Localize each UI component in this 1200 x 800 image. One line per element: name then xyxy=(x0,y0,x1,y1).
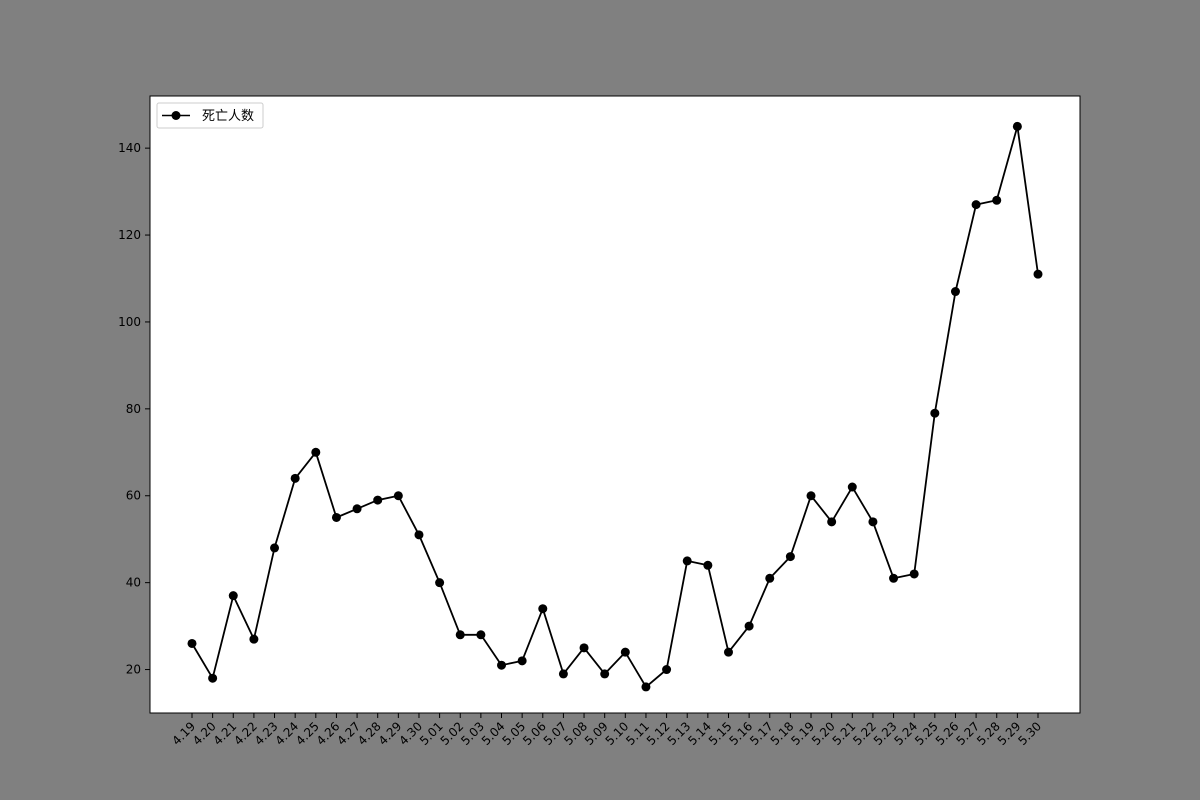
data-point xyxy=(538,604,548,614)
data-point xyxy=(703,560,713,570)
data-point xyxy=(393,491,403,501)
data-point xyxy=(373,495,383,505)
data-point xyxy=(930,408,940,418)
data-point xyxy=(1012,121,1022,131)
data-point xyxy=(517,656,527,666)
data-point xyxy=(208,673,218,683)
y-tick-label: 20 xyxy=(126,663,141,677)
data-point xyxy=(600,669,610,679)
data-point xyxy=(971,200,981,210)
data-point xyxy=(311,447,321,457)
data-point xyxy=(744,621,754,631)
legend-box xyxy=(156,102,264,129)
data-point xyxy=(682,556,692,566)
data-point xyxy=(228,591,238,601)
data-point xyxy=(352,504,362,514)
y-tick-label: 120 xyxy=(118,228,141,242)
data-point xyxy=(270,543,280,553)
data-point xyxy=(723,647,733,657)
data-point xyxy=(662,665,672,675)
data-point xyxy=(455,630,465,640)
plot-area xyxy=(149,95,1081,714)
data-point xyxy=(785,552,795,562)
legend: 死亡人数 xyxy=(156,102,264,129)
y-tick-label: 140 xyxy=(118,141,141,155)
y-tick-label: 80 xyxy=(126,402,141,416)
y-tick-label: 40 xyxy=(126,576,141,590)
data-point xyxy=(476,630,486,640)
data-point xyxy=(641,682,651,692)
y-tick-label: 60 xyxy=(126,489,141,503)
legend-marker-swatch xyxy=(171,111,181,120)
data-point xyxy=(1033,269,1043,279)
y-axis: 20 40 60 80 100 120 140 xyxy=(118,141,150,677)
data-point xyxy=(909,569,919,579)
data-point xyxy=(950,287,960,297)
data-point xyxy=(187,638,197,648)
data-point xyxy=(558,669,568,679)
y-tick-label: 100 xyxy=(118,315,141,329)
data-point xyxy=(620,647,630,657)
data-point xyxy=(497,660,507,670)
data-point xyxy=(290,473,300,483)
series-layer xyxy=(187,121,1043,692)
data-point xyxy=(889,573,899,583)
data-point xyxy=(992,195,1002,205)
data-point xyxy=(765,573,775,583)
data-point xyxy=(868,517,878,527)
data-point xyxy=(806,491,816,501)
legend-label: 死亡人数 xyxy=(202,109,254,124)
data-point xyxy=(331,512,341,522)
data-point xyxy=(827,517,837,527)
data-point xyxy=(579,643,589,653)
data-point xyxy=(435,578,445,588)
data-point xyxy=(847,482,857,492)
data-point xyxy=(414,530,424,540)
data-point xyxy=(249,634,259,644)
